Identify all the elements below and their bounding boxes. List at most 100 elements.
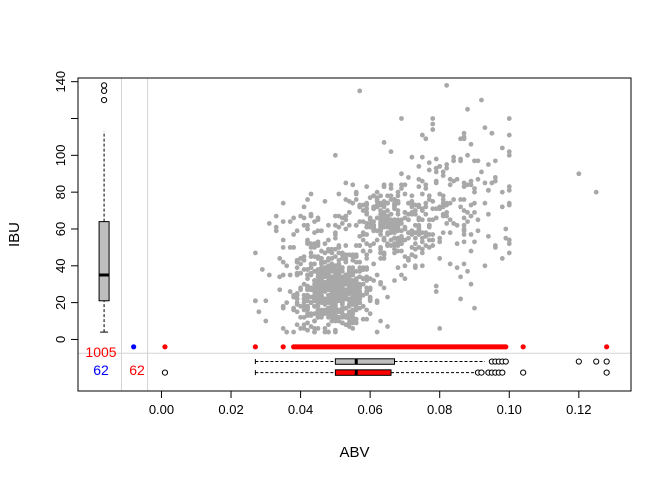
scatter-point [329,305,335,311]
scatter-point [357,259,363,265]
scatter-point [506,202,512,208]
scatter-point [486,211,491,217]
scatter-point [426,217,432,223]
scatter-point [305,307,310,313]
scatter-point [371,219,377,225]
scatter-point [430,116,436,121]
scatter-point [322,283,328,289]
reference-lines [78,78,631,391]
scatter-point [499,256,505,261]
y-axis: 0 20 40 60 80 100 140 [53,71,79,343]
scatter-point [273,228,279,234]
scatter-point [284,263,290,269]
scatter-point [489,180,495,186]
ibu-outlier [100,96,108,104]
scatter-point [430,217,436,223]
scatter-point [301,215,307,221]
scatter-point [399,248,404,254]
scatter-point [308,287,314,293]
scatter-point [395,193,401,199]
scatter-point [336,314,342,320]
scatter-point [357,283,363,289]
scatter-point [388,149,394,155]
scatter-point [458,296,463,302]
scatter-point [385,221,390,226]
scatter-point [395,248,401,254]
scatter-point [374,189,380,195]
scatter-point [440,169,446,175]
scatter-point [499,145,505,151]
scatter-point [319,268,324,274]
scatter-point [392,278,397,283]
scatter-point [412,235,418,241]
scatter-point [461,232,467,237]
scatter-point [461,134,467,140]
scatter-point [468,178,474,184]
y-axis-title: IBU [6,222,23,247]
y-tick-label: 20 [53,295,68,309]
y-tick-label: 40 [53,259,68,273]
scatter-point [461,130,467,136]
scatter-point [364,200,370,206]
scatter-point [416,226,422,232]
scatter-point [336,224,342,230]
plot-frame [77,77,632,392]
scatter-point [357,233,363,239]
missing-both-abv-outlier [161,369,169,376]
scatter-point [343,259,349,265]
scatter-point [472,305,477,311]
scatter-point [332,213,338,219]
scatter-point [357,88,363,94]
scatter-point [444,165,450,171]
scatter-point [409,200,415,206]
scatter-point [353,254,359,259]
scatter-point [364,211,370,217]
scatter-point [419,132,425,138]
scatter-point [294,265,300,271]
scatter-point [350,298,356,304]
scatter-point [329,296,335,302]
scatter-point [315,215,321,221]
scatter-point [322,326,328,331]
scatter-point [308,324,314,329]
scatter-point [336,250,342,256]
scatter-point [472,239,477,245]
scatter-point [461,261,467,267]
scatter-point [353,243,359,248]
scatter-point [461,226,467,232]
scatter-point [468,213,474,219]
scatter-point [423,186,429,191]
scatter-point [378,232,383,237]
scatter-point [486,233,491,239]
abv-all-outlier [593,358,600,365]
scatter-point [385,213,390,219]
scatter-point [319,256,324,261]
scatter-point [440,197,446,202]
scatter-point [322,289,328,294]
scatter-point [353,189,359,195]
scatter-point [416,163,422,169]
scatter-point [458,158,463,164]
scatter-point [312,329,317,335]
y-tick-label: 80 [53,185,68,199]
scatter-point [447,261,453,267]
scatter-point [423,233,429,239]
scatter-point [367,287,373,293]
scatter-point [423,182,429,188]
x-tick-label: 0.00 [149,402,174,417]
scatter-point [301,322,307,328]
scatter-point [273,213,279,219]
scatter-point [329,318,335,324]
scatter-point [287,289,293,294]
scatter-point [492,158,498,164]
scatter-point [416,176,422,182]
scatter-point [305,226,310,232]
y-tick-label: 0 [53,336,68,343]
scatter-point [506,241,512,247]
scatter-point [419,250,425,256]
scatter-point [468,202,474,208]
scatter-point [381,184,387,190]
scatter-point [277,256,283,261]
scatter-point [437,239,443,245]
scatter-point [343,256,349,261]
